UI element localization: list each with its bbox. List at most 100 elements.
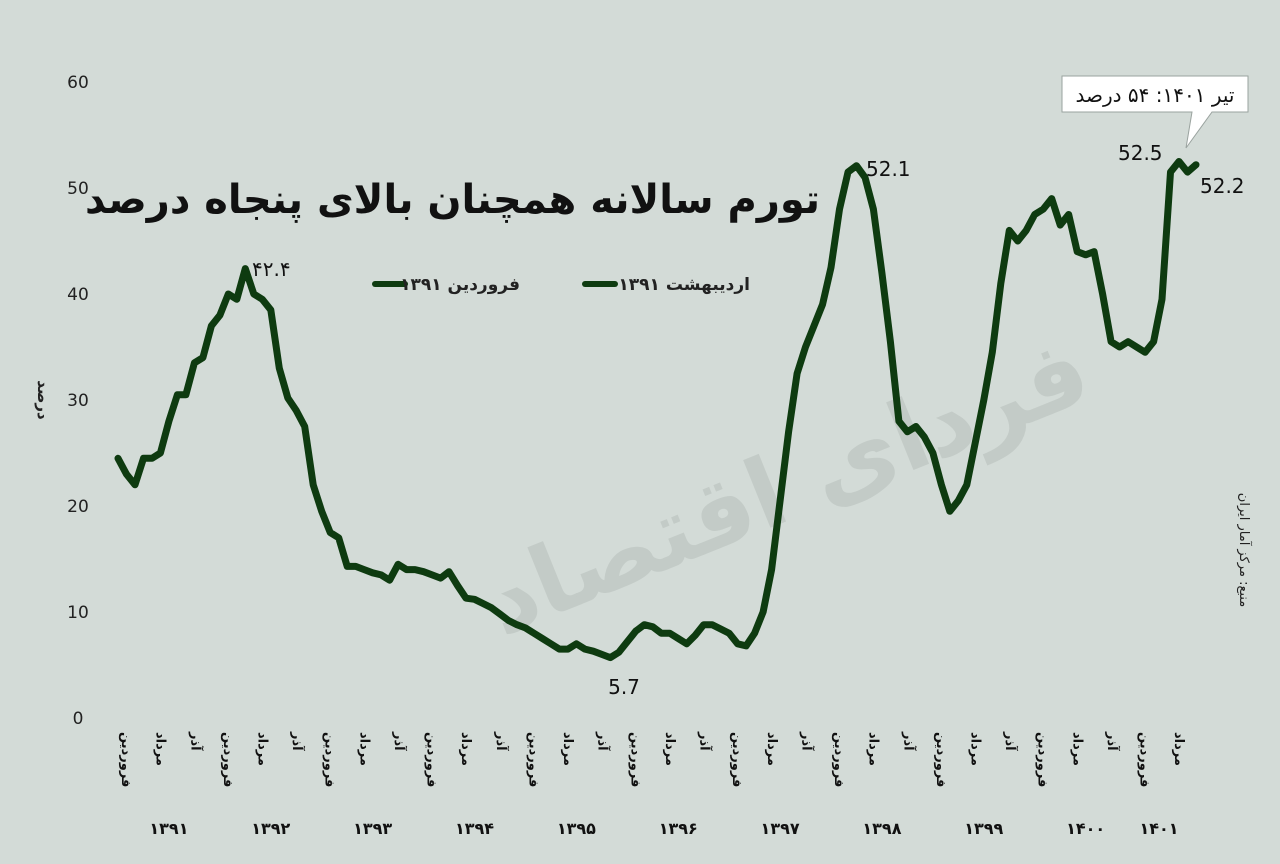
y-tick-label: 0 xyxy=(73,709,84,729)
data-point xyxy=(845,169,851,176)
x-tick-label: آذر xyxy=(697,731,714,751)
data-point xyxy=(666,630,673,637)
data-point xyxy=(1065,211,1072,218)
data-point xyxy=(123,471,130,478)
data-point xyxy=(1040,206,1047,213)
x-tick-label: آذر xyxy=(900,731,917,751)
data-point xyxy=(997,280,1004,287)
data-point xyxy=(1014,238,1021,244)
series-points xyxy=(115,158,1199,661)
data-point xyxy=(1116,344,1123,350)
data-point xyxy=(471,596,478,603)
data-point xyxy=(904,428,911,435)
data-point xyxy=(1048,195,1055,202)
legend-label-1: ۱۳۹۱ اردیبهشت xyxy=(618,275,750,295)
data-point xyxy=(615,649,622,656)
data-point xyxy=(497,611,503,618)
data-point xyxy=(794,370,801,377)
y-tick-label: 50 xyxy=(67,179,89,199)
data-point xyxy=(658,630,665,637)
y-tick-label: 30 xyxy=(67,391,89,411)
data-point xyxy=(174,391,181,398)
data-point xyxy=(225,291,232,297)
data-point xyxy=(327,529,334,536)
x-tick-label: فروردین xyxy=(1137,732,1152,787)
data-point xyxy=(480,600,486,607)
data-point xyxy=(836,206,843,213)
x-tick-label: فروردین xyxy=(729,732,744,787)
data-point xyxy=(573,640,580,647)
year-label: ۱۴۰۱ xyxy=(1139,819,1178,838)
x-tick-label: مرداد xyxy=(764,732,779,766)
watermark-text: فردای اقتصاد xyxy=(468,314,1104,658)
year-label: ۱۳۹۳ xyxy=(353,819,392,838)
data-point xyxy=(743,642,750,649)
data-point xyxy=(149,455,155,462)
x-tick-label: مرداد xyxy=(662,732,677,766)
data-point xyxy=(556,646,563,653)
legend-label-2: ۱۳۹۱ فروردین xyxy=(400,275,520,295)
data-point xyxy=(870,206,877,213)
data-point xyxy=(547,640,554,647)
callout-text: تیر ۱۴۰۱: ۵۴ درصد xyxy=(1076,83,1235,107)
data-point xyxy=(276,365,283,372)
data-point xyxy=(632,628,639,635)
data-label-trough-1395: 5.7 xyxy=(608,675,640,699)
data-point xyxy=(1108,338,1115,345)
x-tick-label: آذر xyxy=(1104,731,1121,751)
data-point xyxy=(233,296,240,303)
data-point xyxy=(963,481,970,488)
data-point xyxy=(437,575,444,582)
x-tick-label: آذر xyxy=(187,731,204,751)
data-point xyxy=(250,291,257,297)
x-tick-label: آذر xyxy=(493,731,510,751)
data-point xyxy=(530,630,537,637)
data-point xyxy=(259,296,266,303)
x-tick-label: مرداد xyxy=(560,732,575,766)
data-point xyxy=(980,397,987,403)
x-tick-label: فروردین xyxy=(831,732,846,787)
x-tick-label: مرداد xyxy=(1171,732,1186,766)
callout-box xyxy=(1061,75,1249,149)
x-tick-label: مرداد xyxy=(254,732,269,766)
year-label: ۱۳۹۸ xyxy=(862,819,901,838)
year-label: ۱۳۹۱ xyxy=(149,819,188,838)
data-point xyxy=(955,497,962,504)
data-point xyxy=(301,423,308,430)
data-point xyxy=(369,569,376,576)
data-point xyxy=(267,306,274,313)
data-point xyxy=(352,563,359,570)
data-point xyxy=(1184,169,1191,176)
data-point xyxy=(641,621,648,628)
data-point xyxy=(760,609,767,615)
data-point xyxy=(1150,338,1157,345)
data-point xyxy=(785,428,792,435)
x-tick-label: آذر xyxy=(1002,731,1019,751)
data-point xyxy=(938,481,945,488)
data-point xyxy=(182,391,189,398)
x-tick-label: مرداد xyxy=(866,732,881,766)
data-point xyxy=(1142,349,1149,356)
data-point xyxy=(768,566,775,573)
x-tick-label: مرداد xyxy=(356,732,371,766)
data-point xyxy=(1159,296,1165,303)
year-label: ۱۳۹۷ xyxy=(761,819,800,838)
data-label-1401-last: 52.2 xyxy=(1200,174,1245,198)
data-point xyxy=(819,301,826,308)
data-point xyxy=(895,418,902,425)
data-point xyxy=(310,481,317,488)
data-point xyxy=(1099,291,1106,297)
year-label: ۱۳۹۶ xyxy=(659,819,698,838)
year-label: ۱۴۰۰ xyxy=(1066,819,1105,838)
data-point xyxy=(751,630,758,637)
x-axis-months: فروردین مرداد آذر فروردین مرداد آذر فروردین مرد… xyxy=(118,731,1186,787)
x-tick-label: فروردین xyxy=(933,732,948,787)
data-point xyxy=(989,349,996,356)
data-point xyxy=(454,582,461,589)
data-point xyxy=(505,617,512,624)
y-tick-label: 40 xyxy=(67,285,89,305)
data-point xyxy=(522,624,529,631)
data-point xyxy=(446,568,452,575)
data-point xyxy=(649,623,656,630)
